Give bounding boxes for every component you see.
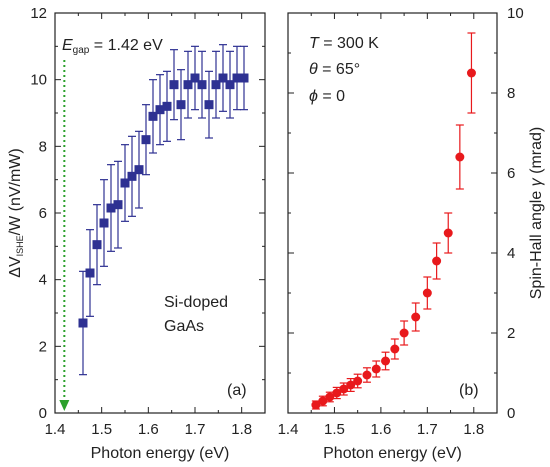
phi-label: ϕ = 0 [309, 88, 345, 105]
data-point [443, 228, 453, 238]
x-tick-label: 1.6 [138, 421, 159, 438]
y-tick-label: 6 [39, 205, 47, 222]
data-point [239, 73, 249, 83]
data-point [85, 268, 95, 278]
x-tick-label: 1.8 [463, 421, 484, 438]
data-point [134, 165, 144, 175]
data-point [176, 100, 186, 110]
sample-label-line2: GaAs [164, 318, 204, 335]
data-point [120, 178, 130, 188]
y-tick-label: 0 [39, 405, 47, 422]
data-point [455, 152, 465, 162]
x-tick-label: 1.4 [45, 421, 66, 438]
data-point [381, 356, 391, 366]
data-point [92, 240, 102, 250]
data-point [422, 288, 432, 298]
x-tick-label: 1.8 [231, 421, 252, 438]
egap-value: = 1.42 eV [89, 37, 163, 54]
data-point [362, 370, 372, 380]
data-point [432, 256, 442, 266]
phi-label-var: ϕ [309, 88, 318, 105]
data-point [318, 396, 328, 406]
y-title-main: ΔV [7, 256, 24, 278]
y-tick-label: 10 [30, 72, 47, 89]
y-title-rest: /W (nV/mW) [7, 148, 24, 235]
temperature-label: T = 300 K [309, 35, 379, 52]
egap-arrow-head [59, 400, 70, 411]
y-tick-label: 2 [39, 338, 47, 355]
data-point [390, 344, 400, 354]
x-axis-title: Photon energy (eV) [91, 445, 230, 462]
egap-sub: gap [73, 45, 90, 56]
y-tick-label: 0 [507, 405, 515, 422]
theta-label-var: θ [309, 61, 318, 78]
y-title-main: Spin-Hall angle [528, 186, 545, 299]
y-title-rest: (mrad) [528, 127, 545, 179]
data-point [211, 80, 221, 90]
panel-a: 1.4 1.5 1.6 1.7 1.8 0 2 4 6 8 10 12 Photon energy (e… [7, 5, 266, 462]
data-point [204, 100, 214, 110]
egap-var: E [62, 37, 73, 54]
data-point [190, 73, 200, 83]
y-title-italic: γ [528, 177, 545, 186]
sample-label-line1: Si-doped [164, 294, 228, 311]
plot-frame-a [54, 12, 266, 414]
data-point [399, 328, 409, 338]
y-tick-label: 8 [39, 138, 47, 155]
panel-b: 1.4 1.5 1.6 1.7 1.8 0 2 4 6 8 10 Photon energy (eV)… [278, 5, 545, 462]
temperature-label-var: T [309, 35, 320, 52]
x-tick-label: 1.7 [185, 421, 206, 438]
x-tick-label: 1.7 [417, 421, 438, 438]
data-point [225, 80, 235, 90]
data-point [197, 80, 207, 90]
y-tick-label: 4 [39, 272, 47, 289]
data-point [371, 364, 381, 374]
data-point [78, 318, 88, 328]
data-point [466, 68, 476, 78]
panel-label: (b) [459, 382, 479, 399]
x-tick-label: 1.5 [324, 421, 345, 438]
x-tick-label: 1.4 [278, 421, 299, 438]
x-tick-label: 1.5 [91, 421, 112, 438]
x-axis-title: Photon energy (eV) [323, 445, 462, 462]
y-tick-label: 12 [30, 5, 47, 22]
data-point [332, 388, 342, 398]
data-point [106, 203, 116, 213]
data-point [141, 135, 151, 145]
data-point [155, 105, 165, 115]
data-point [162, 101, 172, 111]
data-point [183, 80, 193, 90]
phi-label-value: = 0 [318, 88, 345, 105]
y-axis-title-left: ΔVISHE/W (nV/mW) [7, 148, 25, 277]
y-tick-label: 6 [507, 165, 515, 182]
temperature-label-value: = 300 K [319, 35, 379, 52]
y-title-sub: ISHE [15, 235, 25, 256]
data-point [148, 111, 158, 121]
y-tick-label: 4 [507, 245, 515, 262]
egap-label: Egap = 1.42 eV [62, 37, 163, 56]
y-tick-label: 8 [507, 85, 515, 102]
panel-label: (a) [227, 382, 247, 399]
data-point [99, 218, 109, 228]
data-point [113, 200, 123, 210]
y-tick-label: 2 [507, 325, 515, 342]
data-point [232, 73, 242, 83]
data-point [346, 380, 356, 390]
data-point [353, 376, 363, 386]
data-point [339, 384, 349, 394]
y-axis-title-right: Spin-Hall angle γ (mrad) [528, 127, 545, 300]
data-point [411, 312, 421, 322]
data-point [169, 80, 179, 90]
data-point [311, 400, 321, 410]
theta-label: θ = 65° [309, 61, 360, 78]
data-point [218, 73, 228, 83]
data-point [127, 171, 137, 181]
x-tick-label: 1.6 [370, 421, 391, 438]
theta-label-value: = 65° [318, 61, 360, 78]
y-tick-label: 10 [507, 5, 524, 22]
data-point [325, 392, 335, 402]
